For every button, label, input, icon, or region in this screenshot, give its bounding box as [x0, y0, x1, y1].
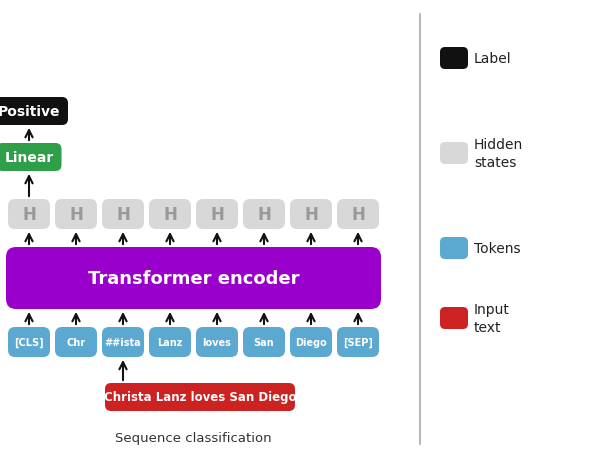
Text: H: H — [116, 206, 130, 224]
Text: [SEP]: [SEP] — [343, 337, 373, 347]
Text: Input
text: Input text — [474, 302, 510, 334]
FancyBboxPatch shape — [337, 200, 379, 230]
FancyBboxPatch shape — [102, 327, 144, 357]
FancyBboxPatch shape — [55, 327, 97, 357]
FancyBboxPatch shape — [243, 200, 285, 230]
Text: H: H — [69, 206, 83, 224]
FancyBboxPatch shape — [290, 200, 332, 230]
Text: Hidden
states: Hidden states — [474, 138, 523, 169]
FancyBboxPatch shape — [196, 200, 238, 230]
Text: H: H — [257, 206, 271, 224]
FancyBboxPatch shape — [0, 144, 62, 172]
FancyBboxPatch shape — [8, 327, 50, 357]
Text: ##ista: ##ista — [104, 337, 142, 347]
FancyBboxPatch shape — [290, 327, 332, 357]
FancyBboxPatch shape — [102, 200, 144, 230]
Text: Label: Label — [474, 52, 512, 66]
FancyBboxPatch shape — [55, 200, 97, 230]
Text: Linear: Linear — [4, 151, 53, 165]
FancyBboxPatch shape — [149, 200, 191, 230]
FancyBboxPatch shape — [196, 327, 238, 357]
FancyBboxPatch shape — [8, 200, 50, 230]
FancyBboxPatch shape — [149, 327, 191, 357]
Text: Positive: Positive — [0, 105, 60, 119]
Text: loves: loves — [203, 337, 232, 347]
FancyBboxPatch shape — [440, 237, 468, 259]
Text: [CLS]: [CLS] — [14, 337, 44, 347]
FancyBboxPatch shape — [243, 327, 285, 357]
FancyBboxPatch shape — [0, 98, 68, 126]
Text: H: H — [22, 206, 36, 224]
Text: Sequence classification: Sequence classification — [115, 431, 272, 444]
Text: San: San — [254, 337, 274, 347]
FancyBboxPatch shape — [440, 48, 468, 70]
Text: Christa Lanz loves San Diego: Christa Lanz loves San Diego — [104, 391, 296, 403]
FancyBboxPatch shape — [440, 308, 468, 329]
Text: Chr: Chr — [67, 337, 86, 347]
Text: Diego: Diego — [295, 337, 327, 347]
Text: Transformer encoder: Transformer encoder — [88, 269, 299, 287]
Text: H: H — [304, 206, 318, 224]
FancyBboxPatch shape — [105, 383, 295, 411]
FancyBboxPatch shape — [337, 327, 379, 357]
FancyBboxPatch shape — [6, 247, 381, 309]
Text: H: H — [351, 206, 365, 224]
FancyBboxPatch shape — [440, 143, 468, 165]
Text: H: H — [163, 206, 177, 224]
Text: Tokens: Tokens — [474, 241, 521, 256]
Text: H: H — [210, 206, 224, 224]
Text: Lanz: Lanz — [157, 337, 182, 347]
